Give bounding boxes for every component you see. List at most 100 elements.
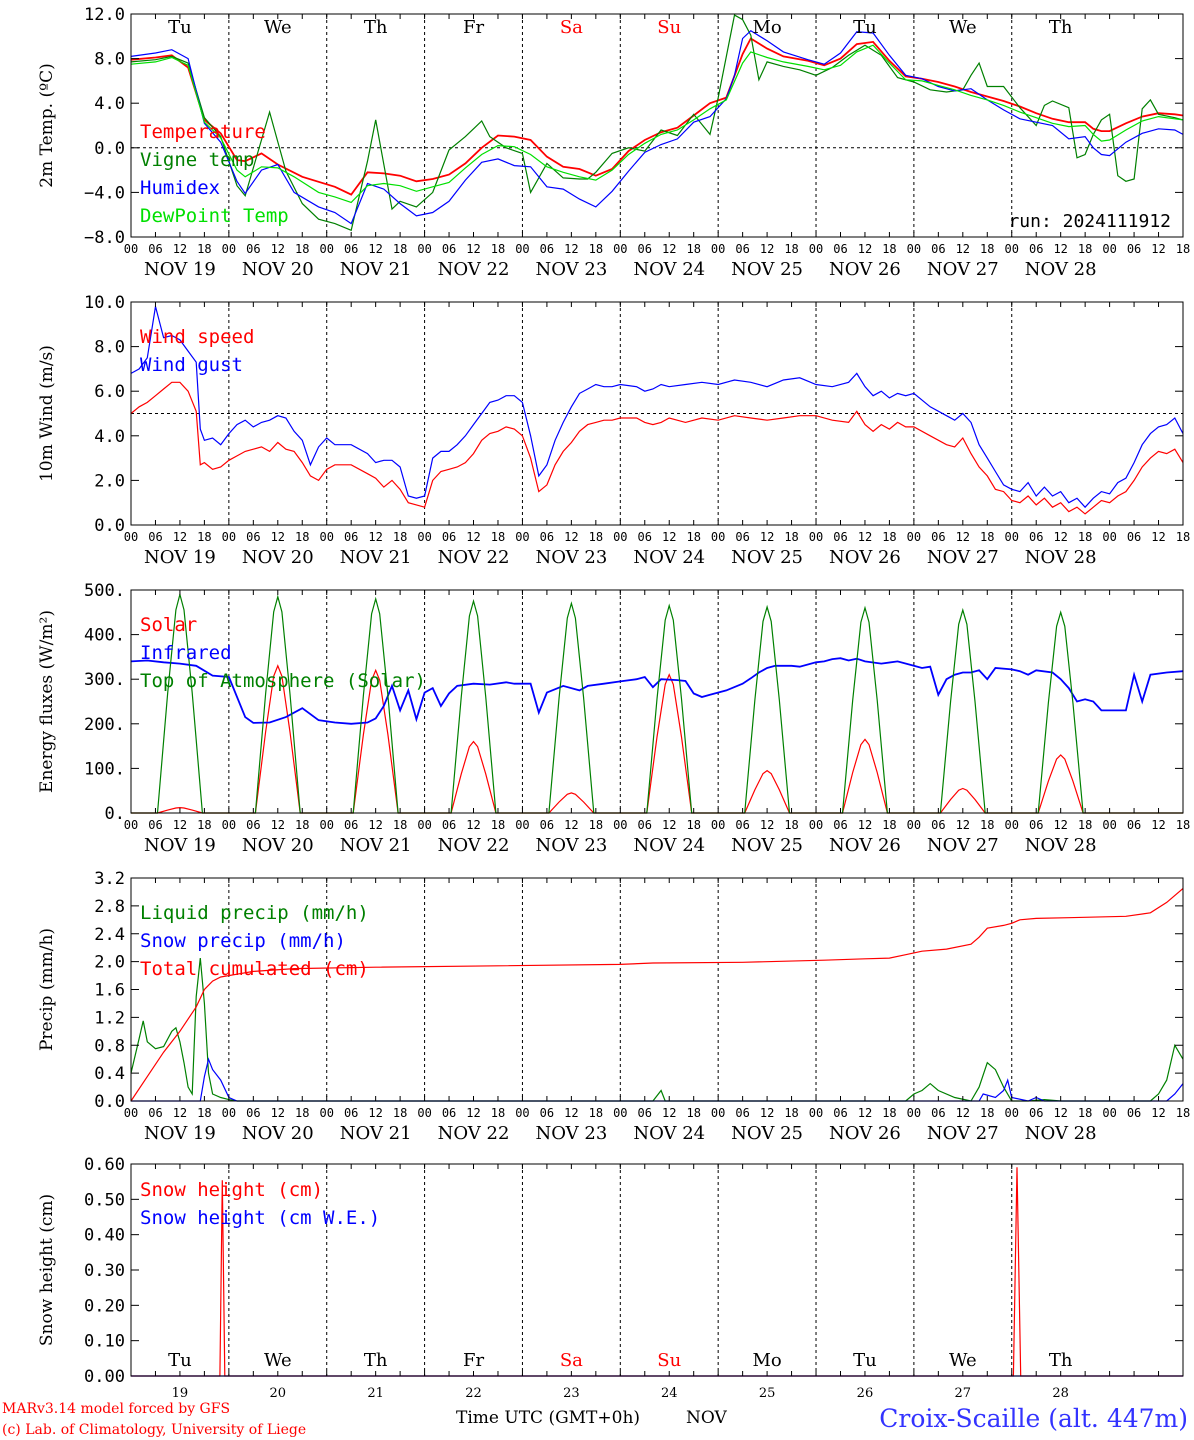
hour-tick-label: 18 (784, 1106, 798, 1120)
date-label: NOV 26 (829, 1123, 901, 1144)
hour-tick-label: 00 (809, 242, 823, 256)
hour-tick-label: 00 (515, 1106, 529, 1120)
hour-tick-label: 06 (1127, 818, 1141, 832)
hour-tick-label: 12 (956, 242, 970, 256)
hour-tick-label: 18 (295, 818, 309, 832)
date-label: 24 (661, 1386, 678, 1401)
hour-tick-label: 12 (956, 530, 970, 544)
legend-entry: Total cumulated (cm) (140, 958, 369, 980)
hour-tick-label: 00 (124, 818, 138, 832)
date-label: NOV 26 (829, 259, 901, 280)
weekday-label: Mo (752, 17, 781, 38)
month-label: NOV (686, 1408, 728, 1428)
hour-tick-label: 18 (491, 818, 505, 832)
date-label: NOV 27 (927, 835, 999, 856)
hour-tick-label: 12 (858, 242, 872, 256)
series-line (130, 381, 1184, 515)
date-label: NOV 28 (1025, 547, 1097, 568)
series-line (130, 657, 1184, 725)
hour-tick-label: 18 (686, 530, 700, 544)
hour-tick-label: 00 (809, 1106, 823, 1120)
hour-tick-label: 00 (417, 242, 431, 256)
y-tick-label: 0.0 (94, 516, 125, 536)
hour-tick-label: 00 (1005, 818, 1019, 832)
hour-tick-label: 12 (662, 1106, 676, 1120)
date-label: NOV 19 (144, 547, 216, 568)
hour-tick-label: 00 (711, 530, 725, 544)
panel-2: 10.0 8.0 6.0 4.0 2.0 0.0 10m Wind (m/s) 00 06 12 1… (37, 293, 1190, 568)
hour-tick-label: 18 (686, 242, 700, 256)
weekday-label: We (949, 1350, 977, 1371)
date-label: NOV 19 (144, 259, 216, 280)
legend-entry: Snow height (cm) (140, 1179, 323, 1201)
hour-tick-label: 12 (564, 818, 578, 832)
hour-tick-label: 12 (858, 530, 872, 544)
weekday-label: Tu (853, 17, 877, 38)
legend-entry: Snow height (cm W.E.) (140, 1207, 380, 1229)
hour-tick-label: 00 (711, 818, 725, 832)
plot-frame (130, 13, 1184, 238)
hour-tick-label: 12 (956, 818, 970, 832)
hour-tick-label: 06 (735, 530, 749, 544)
hour-tick-label: 18 (393, 530, 407, 544)
date-label: NOV 25 (731, 259, 803, 280)
hour-tick-label: 06 (1127, 530, 1141, 544)
hour-tick-label: 18 (1176, 1106, 1190, 1120)
y-tick-label: 1.6 (94, 981, 125, 1001)
weekday-label: Su (657, 1350, 681, 1371)
hour-tick-label: 00 (319, 818, 333, 832)
y-tick-label: 3.2 (94, 869, 125, 889)
y-tick-label: 500. (84, 581, 125, 601)
y-tick-label: 4.0 (94, 94, 125, 114)
hour-tick-label: 06 (931, 818, 945, 832)
plot-frame (130, 589, 1184, 814)
hour-tick-label: 18 (295, 530, 309, 544)
hour-tick-label: 00 (907, 1106, 921, 1120)
weekday-label: Tu (168, 1350, 192, 1371)
date-label: 25 (759, 1386, 776, 1401)
hour-tick-label: 06 (246, 530, 260, 544)
hour-tick-label: 12 (271, 530, 285, 544)
legend-entry: Solar (140, 614, 197, 636)
date-label: NOV 21 (340, 835, 412, 856)
hour-tick-label: 00 (417, 818, 431, 832)
y-tick-label: 8.0 (94, 50, 125, 70)
hour-tick-label: 12 (271, 242, 285, 256)
hour-tick-label: 12 (760, 818, 774, 832)
hour-tick-label: 18 (491, 1106, 505, 1120)
hour-tick-label: 12 (662, 242, 676, 256)
hour-tick-label: 06 (1029, 818, 1043, 832)
hour-tick-label: 18 (1176, 242, 1190, 256)
hour-tick-label: 06 (638, 530, 652, 544)
hour-tick-label: 12 (368, 530, 382, 544)
series-line (131, 592, 1183, 814)
hour-tick-label: 00 (515, 242, 529, 256)
hour-tick-label: 18 (491, 242, 505, 256)
station-title: Croix-Scaille (alt. 447m) (879, 1404, 1188, 1433)
hour-tick-label: 12 (368, 818, 382, 832)
date-label: 27 (955, 1386, 972, 1401)
hour-tick-label: 00 (515, 818, 529, 832)
hour-tick-label: 18 (197, 818, 211, 832)
y-axis-label: Energy fluxes (W/m²) (37, 610, 57, 793)
legend-entry: DewPoint Temp (140, 205, 289, 227)
hour-tick-label: 06 (344, 818, 358, 832)
weekday-label: Fr (463, 17, 484, 38)
hour-tick-label: 06 (1029, 242, 1043, 256)
hour-tick-label: 18 (393, 818, 407, 832)
hour-tick-label: 18 (393, 242, 407, 256)
legend-entry: Wind speed (140, 326, 254, 348)
y-tick-label: −4.0 (84, 183, 125, 203)
hour-tick-label: 00 (613, 530, 627, 544)
hour-tick-label: 12 (858, 818, 872, 832)
date-label: 23 (563, 1386, 580, 1401)
hour-tick-label: 12 (662, 818, 676, 832)
hour-tick-label: 06 (540, 1106, 554, 1120)
date-label: NOV 26 (829, 835, 901, 856)
y-tick-label: 300. (84, 670, 125, 690)
hour-tick-label: 12 (368, 1106, 382, 1120)
hour-tick-label: 12 (173, 530, 187, 544)
weekday-label: Th (364, 17, 388, 38)
hour-tick-label: 18 (295, 1106, 309, 1120)
panel-1: 12.0 8.0 4.0 0.0 −4.0 −8.0 2m Temp. (ºC) 00 06 12… (37, 5, 1190, 280)
